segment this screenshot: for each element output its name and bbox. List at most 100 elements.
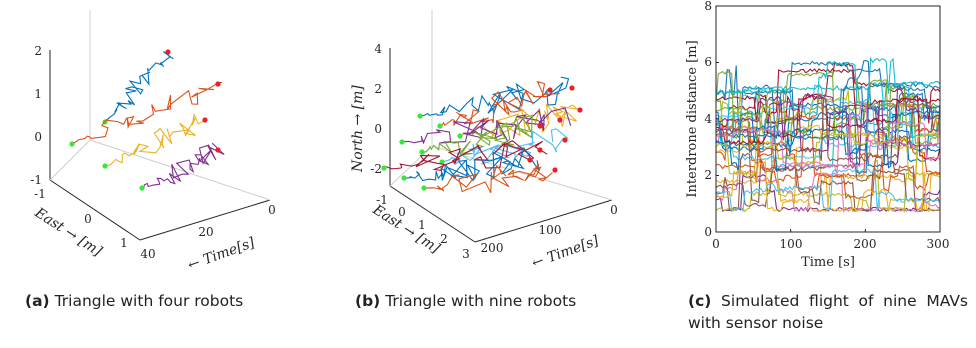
distance-series: [715, 137, 941, 200]
caption-c-text: Simulated flight of nine MAVs with senso…: [688, 292, 968, 332]
end-marker: [215, 147, 221, 153]
start-marker: [401, 175, 407, 181]
chart-c-xtick-labels: 0 100 200 300: [712, 237, 949, 251]
y-tick: 1: [120, 236, 128, 250]
end-marker: [537, 123, 543, 129]
chart-b: 4 2 0 -2 -1 0 1 2 3 0 100 200 North → [m…: [350, 10, 618, 272]
end-marker: [562, 137, 568, 143]
distance-series: [715, 168, 941, 213]
trajectory-line: [104, 51, 174, 123]
y-tick: 6: [704, 55, 712, 69]
chart-b-ytick-labels: -1 0 1 2 3: [376, 193, 470, 261]
trajectory-line: [422, 114, 533, 156]
trajectory-line: [71, 81, 223, 145]
end-marker: [552, 167, 558, 173]
trajectory-line: [401, 107, 572, 145]
end-marker: [537, 147, 543, 153]
start-marker: [439, 159, 445, 165]
z-tick: -2: [370, 162, 382, 176]
caption-a: (a) Triangle with four robots: [25, 290, 315, 312]
start-marker: [457, 133, 463, 139]
distance-series: [715, 69, 941, 139]
x-tick: 20: [198, 225, 213, 239]
x-tick: 200: [481, 241, 504, 255]
distance-series: [715, 82, 941, 141]
caption-b-label: (b): [355, 292, 381, 310]
y-tick: 0: [704, 225, 712, 239]
end-marker: [527, 157, 533, 163]
distance-series: [715, 82, 941, 144]
chart-c-xlabel: Time [s]: [801, 255, 855, 270]
start-marker: [399, 139, 405, 145]
start-marker: [102, 163, 108, 169]
chart-c-ytick-labels: 0 2 4 6 8: [704, 0, 712, 239]
trajectory-line: [419, 76, 570, 117]
distance-series: [715, 56, 941, 117]
z-tick: 2: [34, 44, 42, 58]
distance-series: [715, 60, 941, 128]
end-marker: [569, 85, 575, 91]
x-tick: 0: [268, 203, 276, 217]
z-tick: -1: [30, 173, 42, 187]
y-tick: 2: [440, 232, 448, 246]
y-tick: -1: [376, 193, 388, 207]
distance-series: [715, 110, 941, 173]
y-tick: -1: [34, 187, 46, 201]
end-marker: [215, 81, 221, 87]
distance-series: [715, 152, 941, 212]
distance-series: [715, 95, 941, 162]
distance-series: [715, 131, 941, 182]
x-tick: 200: [854, 237, 877, 251]
z-tick: 0: [374, 122, 382, 136]
y-tick: 4: [704, 112, 712, 126]
y-tick: 3: [462, 247, 470, 261]
end-marker: [202, 117, 208, 123]
end-marker: [165, 49, 171, 55]
chart-c: 0 2 4 6 8 0 100 200 300 Time [s] Interdr…: [685, 0, 949, 270]
x-tick: 0: [712, 237, 720, 251]
trajectory-line: [423, 163, 553, 194]
start-marker: [381, 165, 387, 171]
trajectory-line: [383, 140, 548, 171]
distance-series: [715, 60, 941, 96]
chart-b-xlabel: ← Time[s]: [530, 233, 601, 272]
end-marker: [577, 107, 583, 113]
chart-b-lines: [381, 76, 583, 194]
chart-a-axes: [49, 10, 271, 241]
distance-series: [715, 90, 941, 149]
chart-b-ztick-labels: 4 2 0 -2: [370, 42, 382, 176]
z-tick: 2: [374, 82, 382, 96]
distance-series: [715, 93, 941, 136]
end-marker: [547, 87, 553, 93]
chart-b-zlabel: North → [m]: [350, 85, 366, 173]
start-marker: [69, 141, 75, 147]
distance-series: [715, 165, 941, 212]
chart-a-xlabel: ← Time[s]: [186, 235, 257, 274]
chart-c-series: [715, 56, 941, 214]
distance-series: [715, 146, 941, 212]
start-marker: [421, 185, 427, 191]
distance-series: [715, 160, 941, 213]
x-tick: 300: [927, 237, 950, 251]
chart-c-ticks: [715, 5, 941, 233]
y-tick: 2: [704, 168, 712, 182]
trajectory-line: [439, 80, 560, 127]
trajectory-line: [104, 112, 207, 167]
caption-a-label: (a): [25, 292, 50, 310]
caption-a-text: Triangle with four robots: [54, 292, 244, 310]
chart-a-lines: [69, 49, 225, 191]
caption-c: (c) Simulated flight of nine MAVs with s…: [688, 290, 968, 334]
chart-a-ztick-labels: 2 1 0 -1: [30, 44, 42, 187]
chart-a: 2 1 0 -1 -1 0 1 0 20 40 East → [m] ← Tim…: [30, 10, 276, 274]
distance-series: [715, 159, 941, 214]
y-tick: 0: [84, 212, 92, 226]
y-tick: 0: [398, 205, 406, 219]
start-marker: [139, 185, 145, 191]
end-marker: [557, 117, 563, 123]
distance-series: [715, 67, 941, 124]
caption-b: (b) Triangle with nine robots: [355, 290, 645, 312]
x-tick: 100: [780, 237, 803, 251]
distance-series: [715, 118, 941, 183]
z-tick: 1: [34, 87, 42, 101]
chart-b-ylabel: East → [m]: [369, 201, 443, 257]
